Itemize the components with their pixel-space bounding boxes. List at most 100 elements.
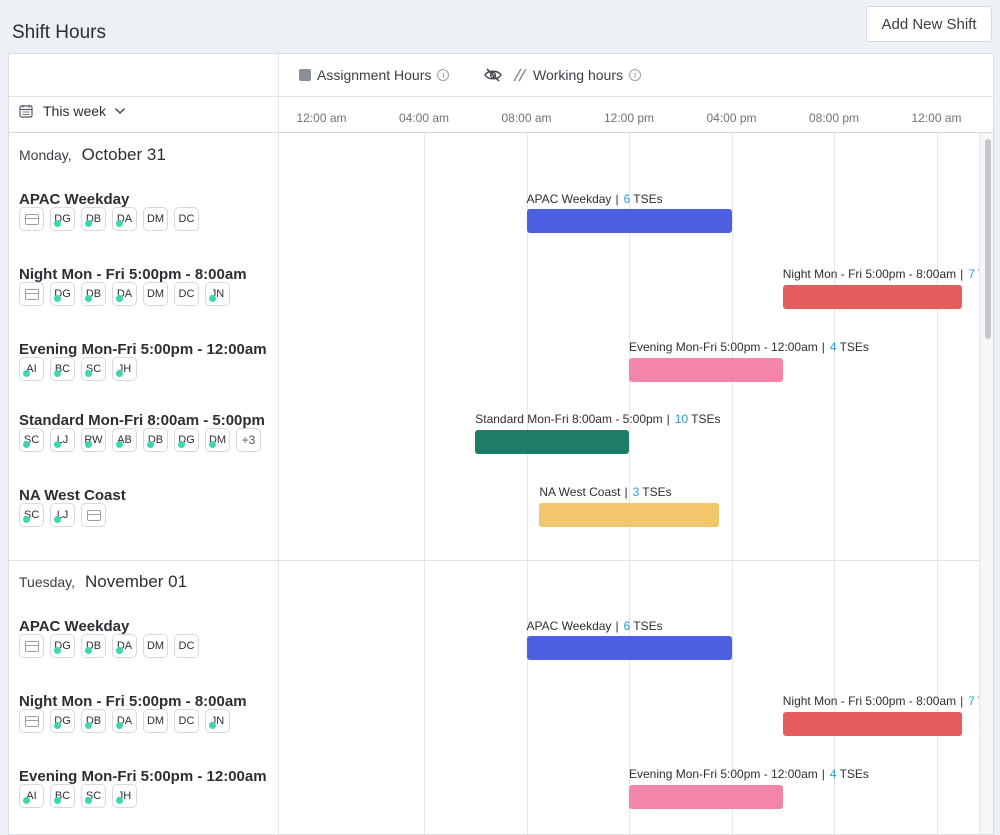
info-icon[interactable]: i [437, 69, 450, 81]
online-status-dot [116, 722, 123, 729]
assignee-avatar[interactable]: BC [50, 357, 75, 381]
chevron-down-icon [115, 107, 126, 115]
shift-bar[interactable] [526, 636, 732, 660]
tse-count: 4 [829, 340, 837, 354]
assignee-avatar[interactable]: RW [81, 428, 106, 452]
online-status-dot [54, 516, 61, 523]
time-tick-label: 12:00 am [911, 111, 962, 125]
assignee-avatar[interactable]: DA [112, 207, 137, 231]
assignee-avatar[interactable]: LJ [50, 503, 75, 527]
assignee-avatar[interactable]: AI [19, 357, 44, 381]
assignee-avatar[interactable]: DG [50, 207, 75, 231]
assignee-avatar[interactable]: DC [174, 709, 199, 733]
assignee-avatar[interactable]: SC [81, 357, 106, 381]
assignee-avatar[interactable]: JH [112, 784, 137, 808]
assignee-avatar[interactable]: DB [81, 709, 106, 733]
online-status-dot [116, 370, 123, 377]
assignee-avatar[interactable]: DB [81, 282, 106, 306]
online-status-dot [85, 441, 92, 448]
assignee-avatar[interactable]: DB [81, 207, 106, 231]
tse-suffix: TSEs [633, 619, 663, 633]
online-status-dot [209, 295, 216, 302]
assignee-avatar[interactable]: DG [50, 282, 75, 306]
assignee-avatar[interactable]: SC [19, 428, 44, 452]
assignee-avatar[interactable]: DM [143, 709, 168, 733]
online-status-dot [23, 797, 30, 804]
assignee-avatar[interactable]: DC [174, 282, 199, 306]
inbox-avatar[interactable] [19, 282, 44, 306]
assignee-avatar[interactable]: DM [143, 634, 168, 658]
shift-bar-label: NA West Coast | 3 TSEs [539, 485, 671, 499]
assignee-avatar[interactable]: DG [174, 428, 199, 452]
grid-line [629, 133, 630, 834]
tse-suffix: TSEs [633, 192, 663, 206]
shift-name: NA West Coast [19, 487, 126, 504]
assignee-avatar[interactable]: BC [50, 784, 75, 808]
legend-assignment-hours[interactable]: Assignment Hours i [299, 67, 450, 83]
assignee-avatar[interactable]: DM [205, 428, 230, 452]
inbox-avatar[interactable] [19, 207, 44, 231]
assignee-avatar[interactable]: SC [81, 784, 106, 808]
assignee-avatar[interactable]: SC [19, 503, 44, 527]
online-status-dot [116, 441, 123, 448]
shift-bar[interactable] [629, 785, 783, 809]
scrollbar-thumb[interactable] [985, 139, 991, 339]
label-divider: | [615, 619, 619, 633]
shift-bar-label: Standard Mon-Fri 8:00am - 5:00pm | 10 TSEs [475, 412, 720, 426]
assignee-avatar[interactable]: DA [112, 634, 137, 658]
legend-working-hours[interactable]: Working hours i [483, 67, 642, 83]
inbox-icon [24, 715, 39, 727]
online-status-dot [54, 722, 61, 729]
assignee-avatar[interactable]: JH [112, 357, 137, 381]
more-assignees-badge[interactable]: +3 [236, 428, 261, 452]
inbox-icon [24, 213, 39, 225]
legend-assignment-label: Assignment Hours [317, 67, 432, 83]
shift-bar[interactable] [629, 358, 783, 382]
eye-slash-icon[interactable] [483, 67, 503, 83]
shift-bar-label: Evening Mon-Fri 5:00pm - 12:00am | 4 TSEs [629, 767, 869, 781]
column-divider [278, 133, 279, 834]
assignee-avatar[interactable]: AI [19, 784, 44, 808]
shift-bar[interactable] [526, 209, 732, 233]
inbox-avatar[interactable] [19, 709, 44, 733]
grid-line [526, 133, 528, 834]
week-selector[interactable]: This week [19, 103, 126, 119]
time-tick-label: 08:00 am [501, 111, 552, 125]
assignee-avatar[interactable]: DA [112, 282, 137, 306]
assignee-avatar[interactable]: AB [112, 428, 137, 452]
inbox-avatar[interactable] [19, 634, 44, 658]
header-divider [278, 54, 279, 132]
assignee-avatar[interactable]: DB [143, 428, 168, 452]
shift-bar[interactable] [782, 285, 963, 309]
add-new-shift-button[interactable]: Add New Shift [866, 6, 992, 42]
assignee-avatar[interactable]: DG [50, 634, 75, 658]
shift-hours-panel: Assignment Hours i Working hours i This … [8, 53, 994, 835]
label-divider: | [615, 192, 619, 206]
shift-bar-name: APAC Weekday [526, 619, 612, 633]
shift-bar[interactable] [475, 430, 629, 454]
assignee-avatar[interactable]: JN [205, 709, 230, 733]
assignee-avatar[interactable]: DA [112, 709, 137, 733]
shift-bar[interactable] [782, 712, 963, 736]
shift-bar[interactable] [539, 503, 719, 527]
shift-bar-name: APAC Weekday [526, 192, 612, 206]
online-status-dot [116, 797, 123, 804]
info-icon[interactable]: i [629, 69, 642, 81]
header-line-bottom [9, 132, 993, 133]
assignee-avatar[interactable]: JN [205, 282, 230, 306]
shift-name: Evening Mon-Fri 5:00pm - 12:00am [19, 768, 267, 785]
assignee-avatar[interactable]: LJ [50, 428, 75, 452]
inbox-avatar[interactable] [81, 503, 106, 527]
tse-count: 7 [968, 694, 975, 708]
assignee-avatar[interactable]: DM [143, 207, 168, 231]
shift-name: APAC Weekday [19, 191, 130, 208]
assignee-avatar[interactable]: DC [174, 207, 199, 231]
hatch-icon [513, 68, 527, 82]
assignee-avatar[interactable]: DB [81, 634, 106, 658]
assignee-avatar[interactable]: DM [143, 282, 168, 306]
assignee-avatar[interactable]: DC [174, 634, 199, 658]
online-status-dot [54, 441, 61, 448]
vertical-scrollbar[interactable] [979, 133, 993, 834]
assignee-avatar[interactable]: DG [50, 709, 75, 733]
time-tick-label: 08:00 pm [808, 111, 860, 125]
